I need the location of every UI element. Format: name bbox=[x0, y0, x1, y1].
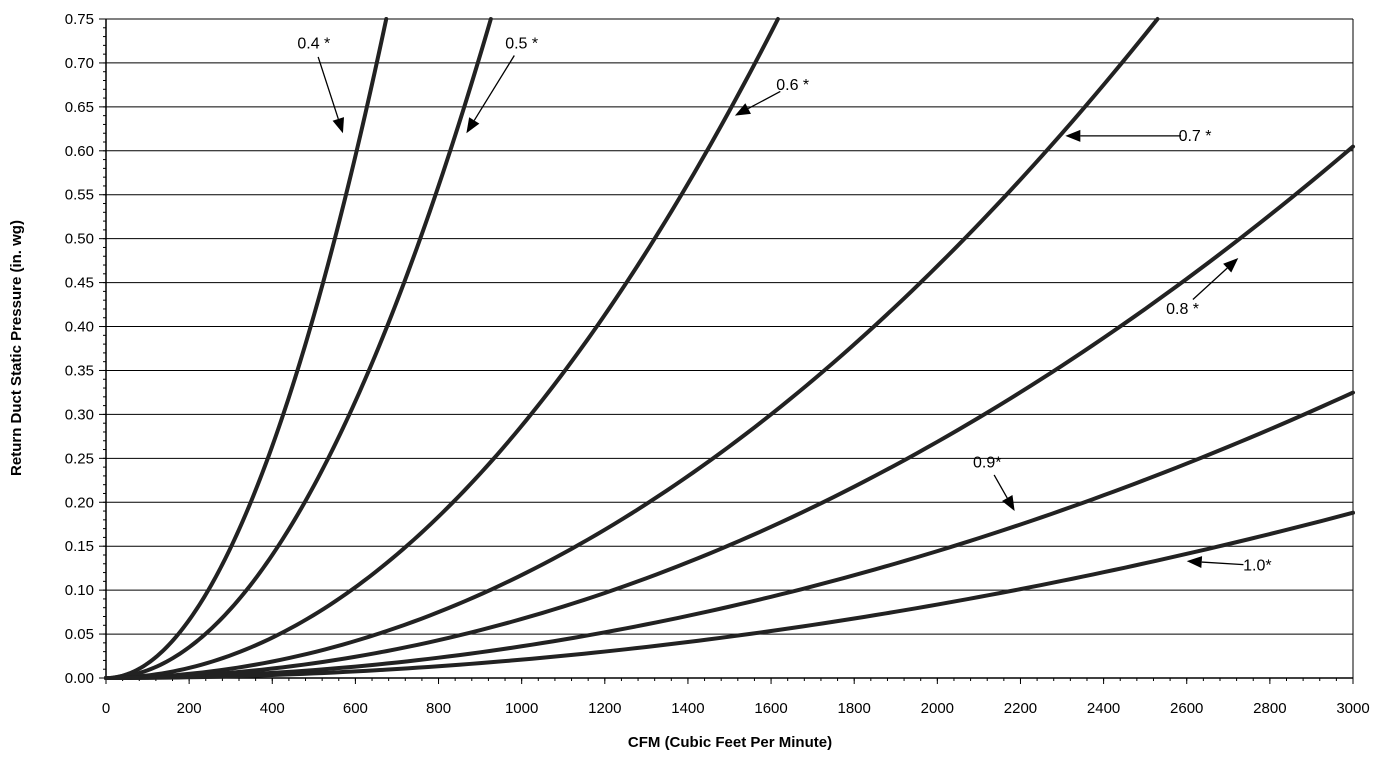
series-line bbox=[104, 144, 1355, 680]
annotation-label: 0.4 * bbox=[297, 36, 330, 53]
annotation-arrow-line bbox=[1201, 561, 1244, 566]
y-tick-label: 0.05 bbox=[65, 626, 94, 643]
x-tick-label: 800 bbox=[426, 700, 451, 717]
x-tick-label: 1200 bbox=[588, 700, 621, 717]
series-line bbox=[104, 17, 493, 680]
x-tick-label: 0 bbox=[102, 700, 110, 717]
x-tick-label: 1400 bbox=[671, 700, 704, 717]
annotation-arrow-line bbox=[317, 56, 339, 120]
annotation-arrowhead bbox=[1186, 556, 1203, 569]
y-axis-title: Return Duct Static Pressure (in. wg) bbox=[8, 220, 25, 476]
annotation-arrowhead bbox=[332, 117, 345, 134]
y-tick-label: 0.35 bbox=[65, 362, 94, 379]
annotation-arrow-line bbox=[1192, 267, 1228, 300]
annotation-arrow-line bbox=[473, 55, 515, 121]
annotation-arrowhead bbox=[1002, 495, 1015, 512]
x-tick-label: 1000 bbox=[505, 700, 538, 717]
annotation-arrow-line bbox=[747, 90, 781, 110]
y-tick-label: 0.60 bbox=[65, 143, 94, 160]
series-line bbox=[104, 390, 1355, 680]
y-tick-label: 0.55 bbox=[65, 187, 94, 204]
curve-layer bbox=[104, 17, 1355, 680]
x-tick-label: 200 bbox=[177, 700, 202, 717]
x-tick-label: 2400 bbox=[1087, 700, 1120, 717]
series-line bbox=[104, 17, 1160, 680]
x-tick-label: 3000 bbox=[1336, 700, 1369, 717]
annotation-label: 0.6 * bbox=[776, 77, 809, 94]
annotation-label: 0.5 * bbox=[505, 36, 538, 53]
y-tick-label: 0.45 bbox=[65, 275, 94, 292]
annotation-label: 0.8 * bbox=[1166, 301, 1199, 318]
annotation-arrow-line bbox=[993, 474, 1008, 499]
y-tick-label: 0.20 bbox=[65, 494, 94, 511]
y-tick-label: 0.00 bbox=[65, 670, 94, 687]
x-tick-label: 600 bbox=[343, 700, 368, 717]
annotation-arrowhead bbox=[466, 117, 480, 134]
y-tick-label: 0.65 bbox=[65, 99, 94, 116]
y-tick-label: 0.70 bbox=[65, 55, 94, 72]
x-tick-label: 2800 bbox=[1253, 700, 1286, 717]
series-line bbox=[104, 510, 1355, 680]
series-line bbox=[104, 17, 780, 680]
x-tick-label: 2600 bbox=[1170, 700, 1203, 717]
annotation-arrowhead bbox=[1223, 257, 1239, 273]
axis-layer: 0.00 0.05 0.10 0.15 0.20 0.25 0.30 0.35 0.40 0.45… bbox=[65, 11, 1370, 717]
series-line bbox=[104, 17, 389, 680]
y-tick-label: 0.30 bbox=[65, 406, 94, 423]
x-tick-label: 1800 bbox=[838, 700, 871, 717]
grid-layer bbox=[106, 18, 1353, 679]
y-tick-label: 0.75 bbox=[65, 11, 94, 28]
y-tick-label: 0.50 bbox=[65, 231, 94, 248]
x-tick-label: 2200 bbox=[1004, 700, 1037, 717]
y-tick-label: 0.25 bbox=[65, 450, 94, 467]
annotation-arrowhead bbox=[1065, 129, 1081, 142]
annotation-label: 0.9* bbox=[973, 455, 1001, 472]
annotation-layer: 0.4 * 0.5 * 0.6 * 0.7 * 0.8 * 0.9* 1.0* bbox=[297, 36, 1271, 575]
annotation-label: 0.7 * bbox=[1179, 128, 1212, 145]
y-tick-label: 0.15 bbox=[65, 538, 94, 555]
y-tick-label: 0.40 bbox=[65, 319, 94, 336]
y-tick-label: 0.10 bbox=[65, 582, 94, 599]
annotation-arrowhead bbox=[734, 103, 751, 116]
x-tick-label: 2000 bbox=[921, 700, 954, 717]
x-axis-title: CFM (Cubic Feet Per Minute) bbox=[628, 734, 832, 751]
annotation-label: 1.0* bbox=[1243, 558, 1271, 575]
x-tick-label: 1600 bbox=[754, 700, 787, 717]
x-tick-label: 400 bbox=[260, 700, 285, 717]
